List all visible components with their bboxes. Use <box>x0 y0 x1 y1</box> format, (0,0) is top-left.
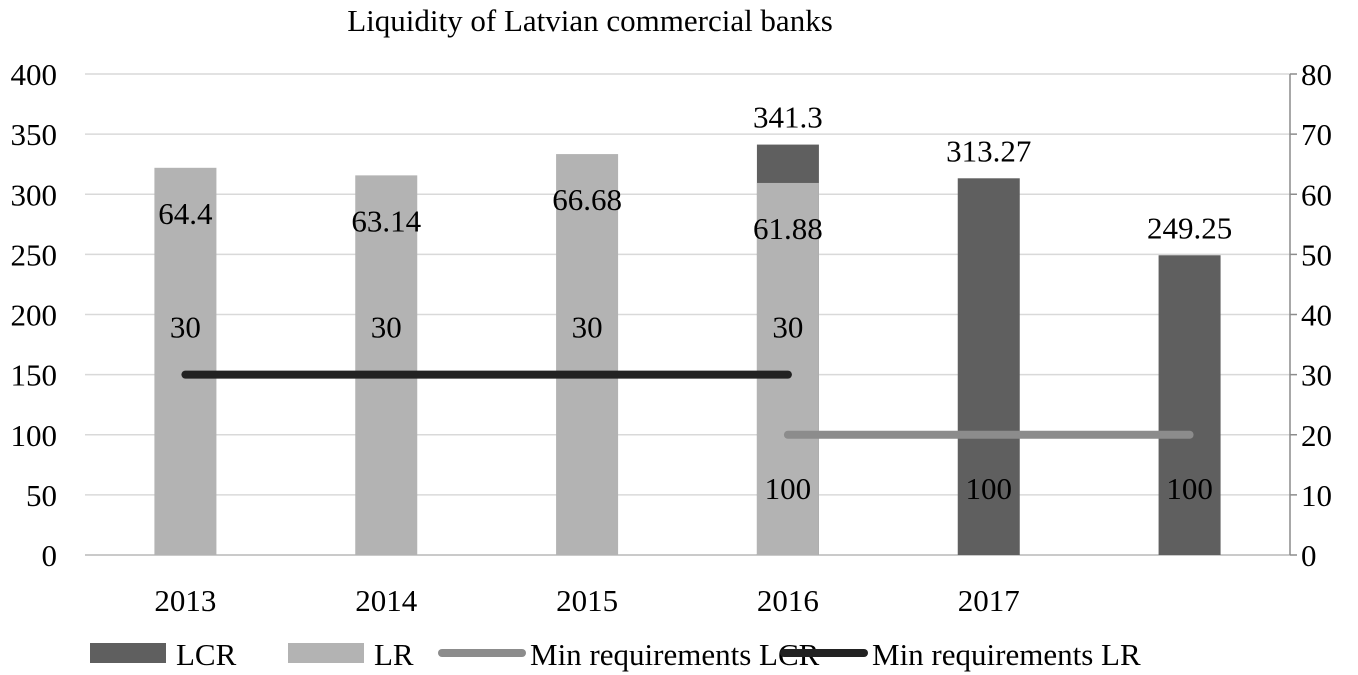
legend-label: Min requirements LR <box>872 637 1141 672</box>
right-tick-label: 50 <box>1301 237 1332 272</box>
right-tick-label: 40 <box>1301 298 1332 333</box>
data-labels: 341.3 313.27 249.25 64.4 63.14 66.68 61.88 100 1… <box>158 100 1232 506</box>
min-requirement-lines <box>181 370 1194 439</box>
left-tick-label: 50 <box>26 478 57 513</box>
lcr-bar <box>1158 255 1221 556</box>
right-tick-label: 20 <box>1301 418 1332 453</box>
lr-bar <box>154 167 217 556</box>
right-tick-label: 70 <box>1301 117 1332 152</box>
left-tick-label: 200 <box>11 298 58 333</box>
right-tick-label: 0 <box>1301 538 1317 573</box>
legend-label: Min requirements LCR <box>530 637 820 672</box>
chart-title: Liquidity of Latvian commercial banks <box>347 3 833 38</box>
left-axis-ticks: 0 50 100 150 200 250 300 350 400 <box>11 57 58 573</box>
right-tick-label: 10 <box>1301 478 1332 513</box>
left-tick-label: 100 <box>11 418 58 453</box>
lr-bar <box>556 154 619 556</box>
left-tick-label: 0 <box>42 538 58 573</box>
x-axis-ticks: 2013 2014 2015 2016 2017 <box>154 583 1019 618</box>
data-label: 30 <box>170 310 201 345</box>
lr-bar <box>355 175 418 556</box>
left-tick-label: 400 <box>11 57 58 92</box>
x-tick-label: 2014 <box>355 583 418 618</box>
left-tick-label: 250 <box>11 237 58 272</box>
x-tick-label: 2017 <box>958 583 1020 618</box>
legend-item: Min requirements LR <box>780 637 1141 672</box>
legend-swatch <box>288 643 364 663</box>
data-label: 249.25 <box>1147 210 1232 245</box>
data-label: 30 <box>371 310 402 345</box>
legend-swatch <box>90 643 166 663</box>
data-label: 61.88 <box>753 211 823 246</box>
legend-label: LCR <box>176 637 237 672</box>
lr-bar <box>756 182 819 555</box>
data-label: 100 <box>765 471 812 506</box>
legend-label: LR <box>374 637 414 672</box>
gridlines <box>85 73 1290 556</box>
data-label: 100 <box>1166 471 1213 506</box>
left-tick-label: 300 <box>11 177 58 212</box>
legend-item: LR <box>288 637 414 672</box>
data-label: 64.4 <box>158 196 213 231</box>
legend-item: LCR <box>90 637 237 672</box>
data-label: 313.27 <box>946 133 1031 168</box>
right-axis-ticks: 0 10 20 30 40 50 60 70 80 <box>1289 57 1332 573</box>
right-tick-label: 60 <box>1301 177 1332 212</box>
lcr-bar <box>957 178 1020 555</box>
data-label: 30 <box>572 310 603 345</box>
bars <box>154 144 1221 556</box>
x-tick-label: 2015 <box>556 583 618 618</box>
data-label: 341.3 <box>753 100 823 135</box>
data-label: 30 <box>772 310 803 345</box>
data-label: 63.14 <box>351 203 421 238</box>
right-tick-label: 30 <box>1301 358 1332 393</box>
data-label: 100 <box>966 471 1013 506</box>
data-label: 66.68 <box>552 182 622 217</box>
left-tick-label: 350 <box>11 117 58 152</box>
x-tick-label: 2016 <box>757 583 819 618</box>
x-tick-label: 2013 <box>154 583 216 618</box>
right-tick-label: 80 <box>1301 57 1332 92</box>
legend-item: Min requirements LCR <box>438 637 820 672</box>
legend: LCR LR Min requirements LCR Min requirement… <box>90 637 1141 672</box>
left-tick-label: 150 <box>11 358 58 393</box>
